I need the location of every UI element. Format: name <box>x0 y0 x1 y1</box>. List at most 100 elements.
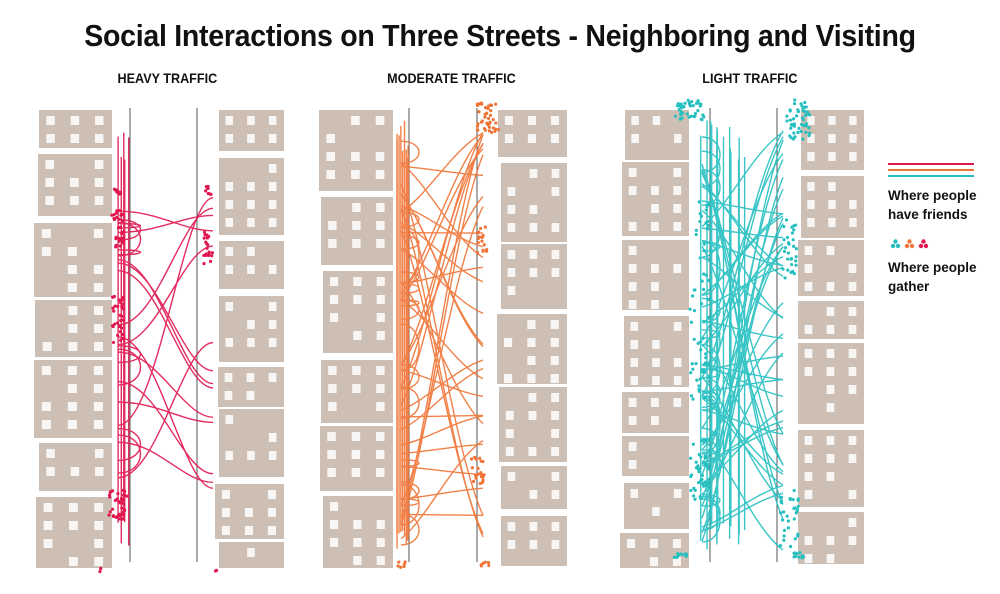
window <box>376 313 385 322</box>
window <box>551 411 560 420</box>
window <box>41 402 51 411</box>
window <box>673 376 682 385</box>
window <box>268 200 277 209</box>
gather-dot <box>696 99 700 104</box>
window <box>826 325 835 334</box>
gather-dot <box>484 249 489 253</box>
gather-dot <box>479 471 483 475</box>
gather-dot <box>482 243 486 247</box>
gather-dot <box>99 566 103 571</box>
gather-dot <box>782 249 787 254</box>
window <box>328 402 337 411</box>
gather-dot <box>794 247 799 251</box>
window <box>46 467 55 476</box>
gather-dot <box>706 464 710 468</box>
gather-dot <box>673 114 677 118</box>
friend-line <box>400 367 484 431</box>
gather-dot <box>696 480 701 485</box>
window <box>630 340 639 349</box>
gather-dot <box>794 114 799 118</box>
window <box>70 196 79 205</box>
panel-light <box>620 98 864 568</box>
gather-dot <box>496 127 500 132</box>
gather-dot <box>704 484 709 488</box>
gather-dot <box>678 104 682 108</box>
gather-dot <box>486 106 490 111</box>
friend-line <box>117 427 142 462</box>
window <box>247 218 255 227</box>
window <box>848 518 857 527</box>
gather-dot <box>122 493 127 497</box>
friend-line <box>400 282 484 425</box>
window <box>651 282 659 291</box>
gather-dot <box>779 500 783 504</box>
window <box>550 116 559 125</box>
window <box>94 324 104 333</box>
friend-line <box>701 343 721 395</box>
gather-dot <box>797 126 801 131</box>
window <box>328 221 337 230</box>
friend-line <box>117 245 214 346</box>
gather-dot <box>686 98 690 102</box>
gather-dot <box>121 488 125 492</box>
window <box>67 265 77 274</box>
gather-dot <box>396 564 400 568</box>
gather-dot <box>688 102 692 106</box>
gather-dot <box>117 217 121 221</box>
gather-dot <box>697 200 701 204</box>
friend-line <box>117 380 214 475</box>
window <box>804 436 813 445</box>
gather-dot <box>474 457 478 461</box>
gather-dot <box>488 120 492 124</box>
gather-dot <box>706 226 710 231</box>
window <box>326 134 336 143</box>
window <box>804 325 813 334</box>
gather-dot <box>696 108 700 113</box>
friend-line <box>701 484 784 528</box>
gather-dot <box>694 228 698 232</box>
friend-line <box>117 434 142 474</box>
gather-dot <box>704 208 708 212</box>
window <box>652 376 660 385</box>
gather-dot <box>672 555 676 559</box>
window <box>848 282 857 291</box>
gather-dot <box>485 111 489 115</box>
gather-dot <box>120 219 125 223</box>
gather-dot <box>792 517 796 521</box>
window <box>628 246 637 255</box>
gather-dot <box>798 551 802 555</box>
gather-dot <box>793 537 797 541</box>
window <box>527 134 536 143</box>
window <box>93 420 103 429</box>
friend-line <box>400 415 484 446</box>
gather-dot <box>112 216 116 221</box>
friend-line <box>117 214 214 234</box>
gather-dot <box>703 396 707 400</box>
window <box>328 384 337 393</box>
legend-friends-label: Where people have friends <box>888 188 977 222</box>
window <box>507 540 516 549</box>
gather-dot <box>402 562 406 567</box>
gather-dot <box>786 268 790 272</box>
window <box>67 283 77 292</box>
window <box>528 447 537 456</box>
window <box>94 134 104 143</box>
gather-dot <box>478 226 483 231</box>
window <box>828 116 836 125</box>
gather-dot <box>786 257 790 261</box>
gather-dot <box>792 101 797 106</box>
gather-dot <box>792 244 796 248</box>
gather-dot <box>117 209 122 213</box>
window <box>94 342 104 351</box>
window <box>225 247 234 256</box>
gather-dot <box>486 560 491 565</box>
gather-dot <box>98 569 102 574</box>
gather-dot <box>702 484 706 488</box>
legend-gather-label: Where people gather <box>888 260 977 294</box>
window <box>43 521 53 530</box>
panel-title-heavy: HEAVY TRAFFIC <box>117 70 218 86</box>
gather-dot <box>796 109 801 114</box>
window <box>94 449 104 458</box>
window <box>67 247 77 256</box>
gather-dot <box>688 307 692 311</box>
